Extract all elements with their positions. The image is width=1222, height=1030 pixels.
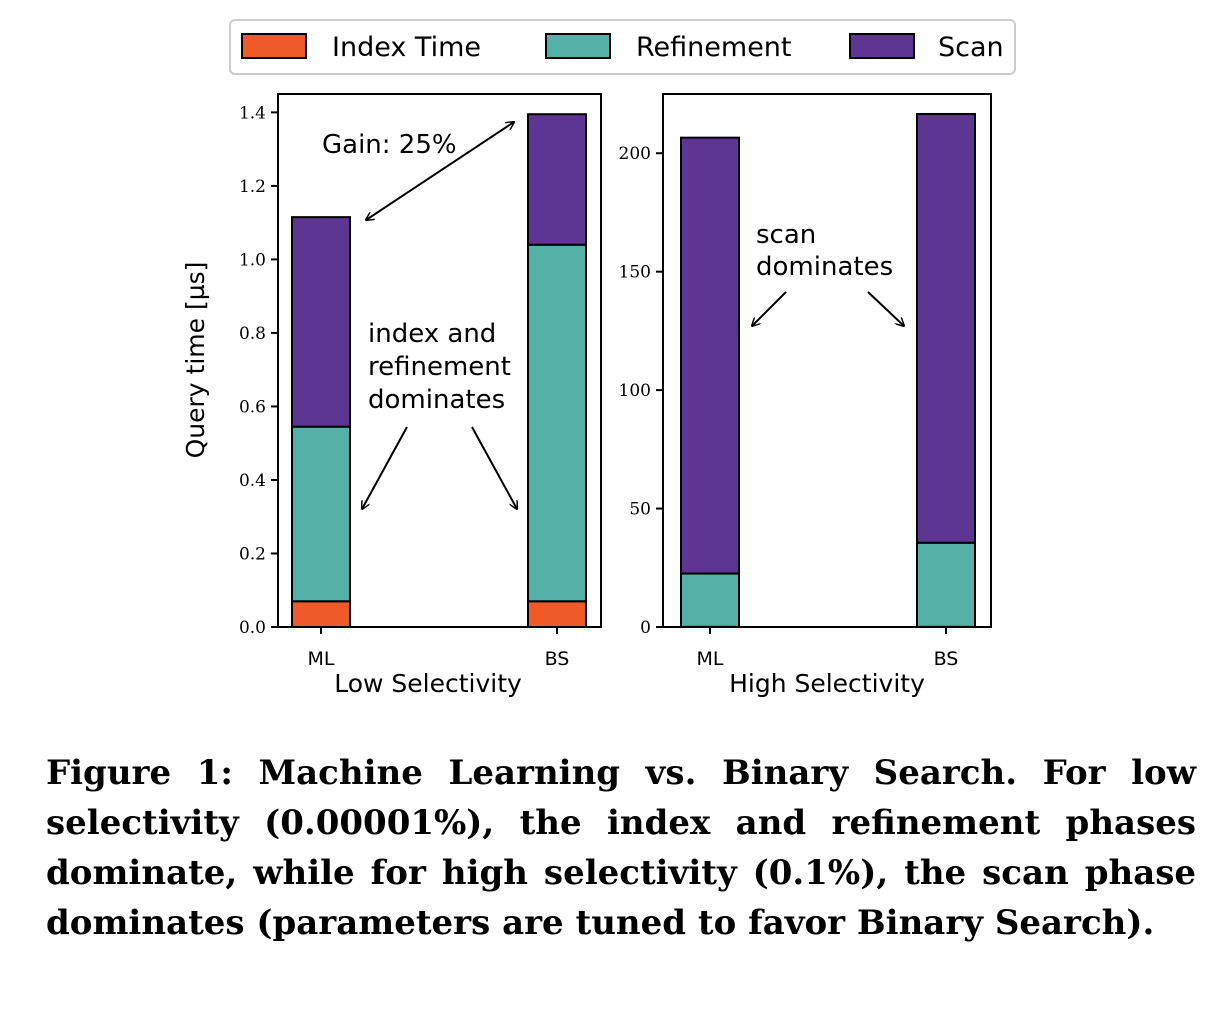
plot-frame-low bbox=[277, 93, 602, 628]
legend-frame bbox=[229, 19, 1016, 75]
scan-dominates-arrow-bs bbox=[867, 291, 904, 326]
legend-swatch-scan bbox=[849, 33, 915, 59]
y-tick-label: 0.8 bbox=[239, 324, 266, 344]
y-tick-label: 1.0 bbox=[239, 250, 266, 270]
y-tick-label: 0.4 bbox=[239, 471, 266, 491]
scan-dominates-line-1: scan bbox=[756, 220, 816, 250]
bar-bs-index-time bbox=[527, 600, 587, 629]
legend-swatch-refinement bbox=[545, 33, 611, 59]
y-tick-label: 200 bbox=[619, 144, 651, 164]
panel-low-selectivity: 0.0 0.2 0.4 0.6 0.8 1.0 1.2 1.4 ML BS Low Select… bbox=[181, 93, 602, 698]
y-tick-label: 100 bbox=[619, 381, 651, 401]
legend-swatch-index-time bbox=[241, 33, 307, 59]
figure: Index Time Refinement Scan 0.00.20.40.60… bbox=[181, 19, 1016, 698]
y-tick-label: 0 bbox=[640, 618, 651, 638]
bar-bs-refinement bbox=[916, 541, 976, 628]
bar-bs-scan bbox=[916, 112, 976, 544]
bar-ml-refinement bbox=[680, 572, 740, 628]
legend: Index Time Refinement Scan bbox=[229, 19, 1016, 75]
x-tick-label-ml: ML bbox=[697, 648, 724, 670]
gain-arrow bbox=[366, 122, 514, 220]
bar-ml-scan bbox=[291, 216, 351, 428]
x-tick-label-ml: ML bbox=[308, 648, 335, 670]
legend-label-scan: Scan bbox=[938, 32, 1004, 63]
x-tick-label-bs: BS bbox=[545, 648, 570, 670]
x-tick-label-bs: BS bbox=[934, 648, 959, 670]
y-tick-label: 0.0 bbox=[239, 618, 266, 638]
gain-annotation: Gain: 25% bbox=[322, 130, 457, 160]
bar-bs-scan bbox=[527, 113, 587, 246]
y-tick-label: 0.6 bbox=[239, 397, 266, 417]
y-tick-label: 1.4 bbox=[239, 103, 266, 123]
x-axis-label-high: High Selectivity bbox=[729, 669, 925, 698]
bar-ml-refinement bbox=[291, 425, 351, 603]
scan-dominates-arrow-ml bbox=[752, 291, 787, 326]
y-tick-label: 50 bbox=[629, 500, 651, 520]
y-tick-label: 150 bbox=[619, 263, 651, 283]
index-dominates-arrow-bs bbox=[471, 426, 517, 509]
y-tick-label: 0.2 bbox=[239, 544, 266, 564]
x-axis-label-low: Low Selectivity bbox=[334, 669, 522, 698]
figure-caption: Figure 1: Machine Learning vs. Binary Se… bbox=[46, 753, 1196, 943]
bar-bs-refinement bbox=[527, 243, 587, 603]
scan-dominates-line-2: dominates bbox=[756, 252, 893, 282]
index-dominates-line-1: index and bbox=[368, 319, 496, 349]
plot-frame-high bbox=[662, 93, 992, 628]
bar-ml-index-time bbox=[291, 600, 351, 629]
index-dominates-arrow-ml bbox=[362, 426, 408, 509]
y-tick-label: 1.2 bbox=[239, 177, 266, 197]
index-dominates-line-3: dominates bbox=[368, 385, 505, 415]
y-axis-label: Query time [µs] bbox=[181, 262, 210, 459]
legend-label-index-time: Index Time bbox=[332, 32, 481, 63]
bar-ml-scan bbox=[680, 136, 740, 575]
legend-label-refinement: Refinement bbox=[636, 32, 792, 63]
index-dominates-line-2: refinement bbox=[368, 352, 511, 382]
